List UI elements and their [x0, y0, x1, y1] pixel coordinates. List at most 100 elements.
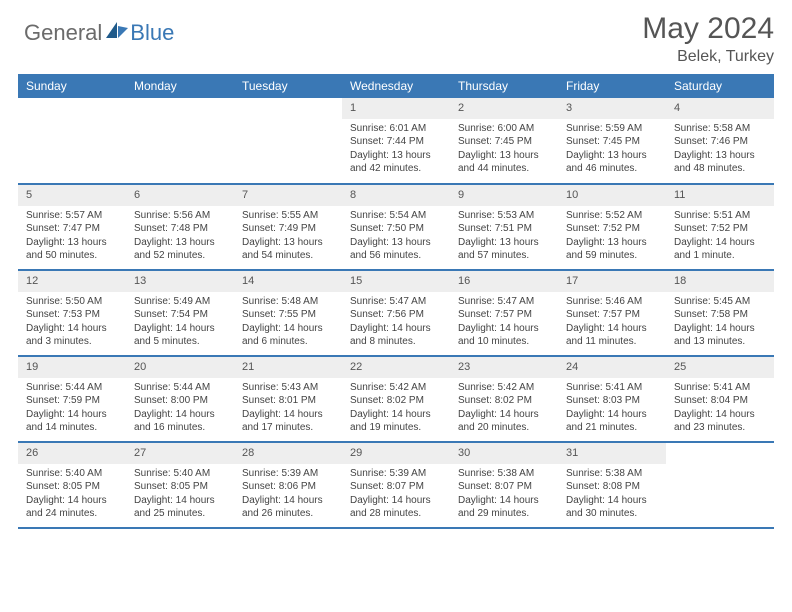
day-body: Sunrise: 5:38 AMSunset: 8:07 PMDaylight:… — [450, 464, 558, 525]
calendar-cell: 9Sunrise: 5:53 AMSunset: 7:51 PMDaylight… — [450, 184, 558, 270]
dl2-text: and 11 minutes. — [566, 335, 658, 349]
day-number: 2 — [450, 98, 558, 119]
calendar-row: 1Sunrise: 6:01 AMSunset: 7:44 PMDaylight… — [18, 98, 774, 184]
day-body: Sunrise: 5:42 AMSunset: 8:02 PMDaylight:… — [342, 378, 450, 439]
day-body: Sunrise: 5:47 AMSunset: 7:56 PMDaylight:… — [342, 292, 450, 353]
day-body: Sunrise: 5:54 AMSunset: 7:50 PMDaylight:… — [342, 206, 450, 267]
calendar-cell — [666, 442, 774, 528]
calendar-cell: 2Sunrise: 6:00 AMSunset: 7:45 PMDaylight… — [450, 98, 558, 184]
dayhdr-sat: Saturday — [666, 74, 774, 98]
dl2-text: and 13 minutes. — [674, 335, 766, 349]
sunrise-text: Sunrise: 5:58 AM — [674, 122, 766, 136]
sunset-text: Sunset: 7:50 PM — [350, 222, 442, 236]
calendar-cell: 20Sunrise: 5:44 AMSunset: 8:00 PMDayligh… — [126, 356, 234, 442]
dl1-text: Daylight: 14 hours — [350, 494, 442, 508]
dl2-text: and 44 minutes. — [458, 162, 550, 176]
calendar-cell — [126, 98, 234, 184]
day-number: 6 — [126, 185, 234, 206]
header: General Blue May 2024 Belek, Turkey — [18, 12, 774, 66]
dl2-text: and 57 minutes. — [458, 249, 550, 263]
dl2-text: and 3 minutes. — [26, 335, 118, 349]
dl1-text: Daylight: 14 hours — [242, 408, 334, 422]
day-body: Sunrise: 5:40 AMSunset: 8:05 PMDaylight:… — [18, 464, 126, 525]
calendar-cell: 17Sunrise: 5:46 AMSunset: 7:57 PMDayligh… — [558, 270, 666, 356]
dl1-text: Daylight: 14 hours — [566, 322, 658, 336]
day-body: Sunrise: 5:55 AMSunset: 7:49 PMDaylight:… — [234, 206, 342, 267]
dl2-text: and 21 minutes. — [566, 421, 658, 435]
dayhdr-fri: Friday — [558, 74, 666, 98]
day-number: 20 — [126, 357, 234, 378]
dl1-text: Daylight: 14 hours — [134, 322, 226, 336]
day-body: Sunrise: 5:52 AMSunset: 7:52 PMDaylight:… — [558, 206, 666, 267]
day-body: Sunrise: 6:00 AMSunset: 7:45 PMDaylight:… — [450, 119, 558, 180]
dl2-text: and 23 minutes. — [674, 421, 766, 435]
sunset-text: Sunset: 8:01 PM — [242, 394, 334, 408]
sunset-text: Sunset: 7:49 PM — [242, 222, 334, 236]
sunrise-text: Sunrise: 5:55 AM — [242, 209, 334, 223]
dl1-text: Daylight: 14 hours — [350, 322, 442, 336]
calendar-cell: 23Sunrise: 5:42 AMSunset: 8:02 PMDayligh… — [450, 356, 558, 442]
dl1-text: Daylight: 13 hours — [350, 149, 442, 163]
day-body: Sunrise: 5:42 AMSunset: 8:02 PMDaylight:… — [450, 378, 558, 439]
calendar-cell: 7Sunrise: 5:55 AMSunset: 7:49 PMDaylight… — [234, 184, 342, 270]
dayhdr-wed: Wednesday — [342, 74, 450, 98]
day-body: Sunrise: 5:48 AMSunset: 7:55 PMDaylight:… — [234, 292, 342, 353]
day-number: 24 — [558, 357, 666, 378]
dl2-text: and 14 minutes. — [26, 421, 118, 435]
dl2-text: and 8 minutes. — [350, 335, 442, 349]
day-body: Sunrise: 5:58 AMSunset: 7:46 PMDaylight:… — [666, 119, 774, 180]
day-number: 13 — [126, 271, 234, 292]
logo: General Blue — [24, 20, 174, 46]
day-number: 16 — [450, 271, 558, 292]
day-body: Sunrise: 5:44 AMSunset: 8:00 PMDaylight:… — [126, 378, 234, 439]
day-number: 27 — [126, 443, 234, 464]
day-body: Sunrise: 5:49 AMSunset: 7:54 PMDaylight:… — [126, 292, 234, 353]
day-number: 17 — [558, 271, 666, 292]
logo-sail-icon — [106, 22, 128, 45]
sunrise-text: Sunrise: 5:41 AM — [674, 381, 766, 395]
calendar-cell: 29Sunrise: 5:39 AMSunset: 8:07 PMDayligh… — [342, 442, 450, 528]
sunset-text: Sunset: 8:07 PM — [350, 480, 442, 494]
sunset-text: Sunset: 7:51 PM — [458, 222, 550, 236]
sunset-text: Sunset: 8:05 PM — [134, 480, 226, 494]
day-body: Sunrise: 5:41 AMSunset: 8:03 PMDaylight:… — [558, 378, 666, 439]
dl1-text: Daylight: 14 hours — [26, 494, 118, 508]
sunset-text: Sunset: 7:55 PM — [242, 308, 334, 322]
day-body: Sunrise: 5:43 AMSunset: 8:01 PMDaylight:… — [234, 378, 342, 439]
logo-text-general: General — [24, 20, 102, 46]
calendar-cell: 3Sunrise: 5:59 AMSunset: 7:45 PMDaylight… — [558, 98, 666, 184]
sunset-text: Sunset: 8:08 PM — [566, 480, 658, 494]
dl1-text: Daylight: 13 hours — [566, 236, 658, 250]
sunset-text: Sunset: 8:00 PM — [134, 394, 226, 408]
day-body: Sunrise: 5:53 AMSunset: 7:51 PMDaylight:… — [450, 206, 558, 267]
calendar-row: 12Sunrise: 5:50 AMSunset: 7:53 PMDayligh… — [18, 270, 774, 356]
dl1-text: Daylight: 14 hours — [566, 408, 658, 422]
calendar-cell: 13Sunrise: 5:49 AMSunset: 7:54 PMDayligh… — [126, 270, 234, 356]
dl1-text: Daylight: 13 hours — [242, 236, 334, 250]
day-body: Sunrise: 5:59 AMSunset: 7:45 PMDaylight:… — [558, 119, 666, 180]
day-body: Sunrise: 5:44 AMSunset: 7:59 PMDaylight:… — [18, 378, 126, 439]
day-number: 25 — [666, 357, 774, 378]
calendar-cell: 11Sunrise: 5:51 AMSunset: 7:52 PMDayligh… — [666, 184, 774, 270]
day-number: 28 — [234, 443, 342, 464]
sunset-text: Sunset: 8:05 PM — [26, 480, 118, 494]
sunset-text: Sunset: 7:47 PM — [26, 222, 118, 236]
day-number: 9 — [450, 185, 558, 206]
calendar-cell: 31Sunrise: 5:38 AMSunset: 8:08 PMDayligh… — [558, 442, 666, 528]
calendar-cell: 27Sunrise: 5:40 AMSunset: 8:05 PMDayligh… — [126, 442, 234, 528]
sunrise-text: Sunrise: 5:57 AM — [26, 209, 118, 223]
dl1-text: Daylight: 14 hours — [26, 322, 118, 336]
day-body: Sunrise: 5:46 AMSunset: 7:57 PMDaylight:… — [558, 292, 666, 353]
dl2-text: and 20 minutes. — [458, 421, 550, 435]
day-body: Sunrise: 5:57 AMSunset: 7:47 PMDaylight:… — [18, 206, 126, 267]
day-number: 15 — [342, 271, 450, 292]
sunrise-text: Sunrise: 5:43 AM — [242, 381, 334, 395]
calendar-cell — [234, 98, 342, 184]
sunrise-text: Sunrise: 5:51 AM — [674, 209, 766, 223]
calendar-row: 5Sunrise: 5:57 AMSunset: 7:47 PMDaylight… — [18, 184, 774, 270]
dayhdr-mon: Monday — [126, 74, 234, 98]
dl1-text: Daylight: 13 hours — [350, 236, 442, 250]
dl2-text: and 59 minutes. — [566, 249, 658, 263]
dl1-text: Daylight: 14 hours — [350, 408, 442, 422]
dl2-text: and 26 minutes. — [242, 507, 334, 521]
